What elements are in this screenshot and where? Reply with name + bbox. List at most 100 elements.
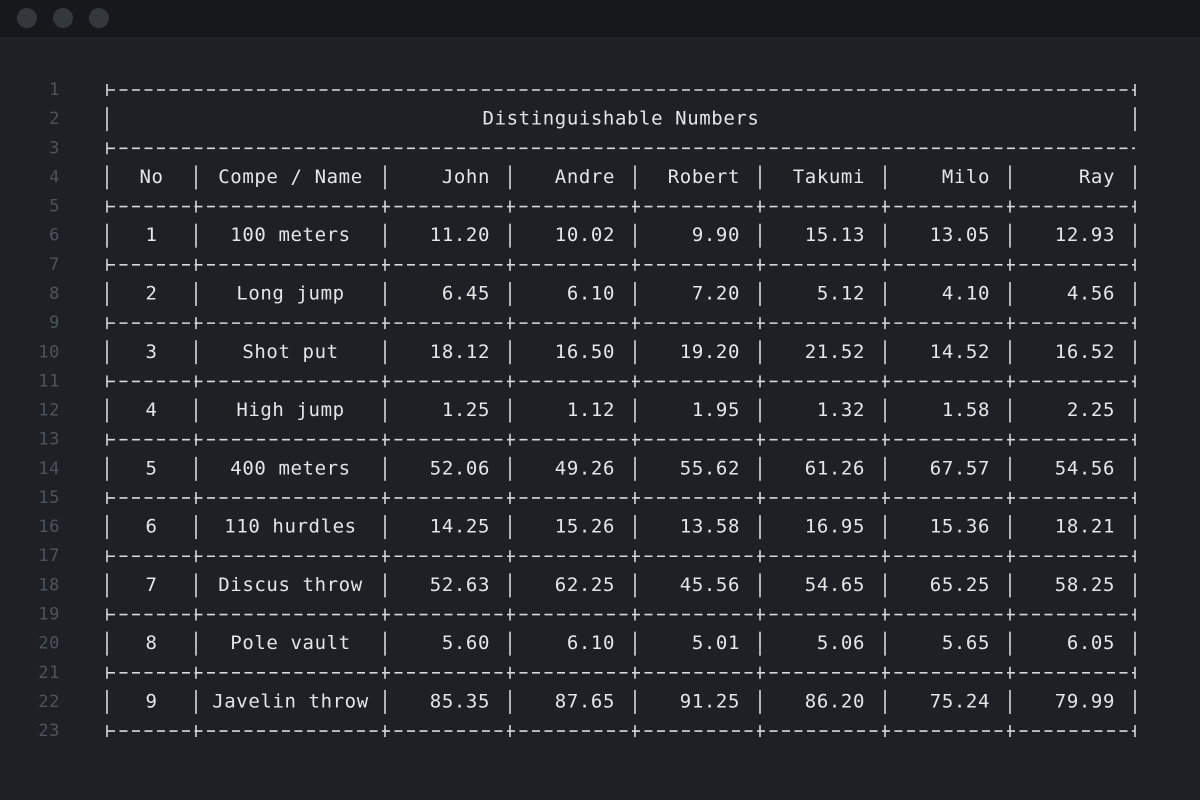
table-cell: 52.63: [430, 574, 490, 596]
table-cell: 6.10: [567, 282, 615, 304]
table-cell: 5.01: [692, 632, 740, 654]
table-cell: 7: [145, 574, 157, 596]
table-cell: 16.50: [555, 341, 615, 363]
column-header: John: [442, 166, 490, 188]
line-number: 2: [49, 109, 60, 129]
table-cell: 18.12: [430, 341, 490, 363]
table-cell: Shot put: [242, 341, 338, 363]
table-cell: 6.10: [567, 632, 615, 654]
table-cell: 1.32: [817, 399, 865, 421]
title-bar: [0, 0, 1200, 37]
column-header: Compe / Name: [218, 166, 362, 188]
table-cell: 6.45: [442, 282, 490, 304]
table-cell: 10.02: [555, 224, 615, 246]
line-number: 22: [38, 692, 60, 712]
table-cell: 100 meters: [230, 224, 350, 246]
table-cell: 49.26: [555, 457, 615, 479]
table-cell: 1: [145, 224, 157, 246]
column-header: Robert: [668, 166, 740, 188]
table-cell: Long jump: [236, 282, 344, 304]
table-cell: 55.62: [680, 457, 740, 479]
table-cell: 1.25: [442, 399, 490, 421]
table-cell: 13.05: [930, 224, 990, 246]
table-cell: 400 meters: [230, 457, 350, 479]
line-number: 23: [38, 721, 60, 741]
table-cell: 87.65: [555, 690, 615, 712]
window-maximize-button[interactable]: [89, 8, 109, 28]
table-title: Distinguishable Numbers: [483, 108, 760, 130]
table-cell: 1.12: [567, 399, 615, 421]
line-number: 7: [49, 255, 60, 275]
line-number: 19: [38, 605, 60, 625]
table-cell: 16.95: [805, 516, 865, 538]
table-cell: 61.26: [805, 457, 865, 479]
table-cell: 52.06: [430, 457, 490, 479]
line-number: 11: [38, 371, 60, 391]
table-cell: 75.24: [930, 690, 990, 712]
table-cell: 5.06: [817, 632, 865, 654]
table-cell: High jump: [236, 399, 344, 421]
line-number: 9: [49, 313, 60, 333]
column-header: Andre: [555, 166, 615, 188]
table-cell: 54.56: [1055, 457, 1115, 479]
table-cell: 110 hurdles: [224, 516, 356, 538]
table-cell: 58.25: [1055, 574, 1115, 596]
line-number: 6: [49, 226, 60, 246]
table-cell: 15.36: [930, 516, 990, 538]
line-number: 18: [38, 575, 60, 595]
line-number: 15: [38, 488, 60, 508]
table-cell: 21.52: [805, 341, 865, 363]
table-cell: 67.57: [930, 457, 990, 479]
table-cell: 62.25: [555, 574, 615, 596]
table-cell: 91.25: [680, 690, 740, 712]
line-number: 5: [49, 197, 60, 217]
table-cell: Discus throw: [218, 574, 362, 596]
table-cell: Javelin throw: [212, 690, 369, 712]
table-cell: 9.90: [692, 224, 740, 246]
table-cell: 86.20: [805, 690, 865, 712]
line-number: 3: [49, 138, 60, 158]
line-number: 12: [38, 401, 60, 421]
table-cell: 65.25: [930, 574, 990, 596]
line-number: 21: [38, 663, 60, 683]
line-number: 4: [49, 167, 60, 187]
table-cell: 85.35: [430, 690, 490, 712]
table-cell: 18.21: [1055, 516, 1115, 538]
table-cell: 1.58: [942, 399, 990, 421]
table-cell: 9: [145, 690, 157, 712]
table-cell: 5.12: [817, 282, 865, 304]
table-cell: 54.65: [805, 574, 865, 596]
table-cell: 14.25: [430, 516, 490, 538]
table-cell: 11.20: [430, 224, 490, 246]
window-minimize-button[interactable]: [53, 8, 73, 28]
table-cell: 15.13: [805, 224, 865, 246]
window-close-button[interactable]: [17, 8, 37, 28]
line-number: 8: [49, 284, 60, 304]
line-number: 16: [38, 517, 60, 537]
table-cell: 19.20: [680, 341, 740, 363]
table-cell: 1.95: [692, 399, 740, 421]
table-cell: 45.56: [680, 574, 740, 596]
table-cell: 8: [145, 632, 157, 654]
table-cell: 7.20: [692, 282, 740, 304]
line-number: 14: [38, 459, 60, 479]
table-cell: 5.60: [442, 632, 490, 654]
table-cell: 3: [145, 341, 157, 363]
table-cell: 14.52: [930, 341, 990, 363]
table-cell: 2.25: [1067, 399, 1115, 421]
line-number: 20: [38, 634, 60, 654]
column-header: No: [139, 166, 163, 188]
column-header: Takumi: [793, 166, 865, 188]
table-cell: 2: [145, 282, 157, 304]
table-cell: 15.26: [555, 516, 615, 538]
table-cell: 4.10: [942, 282, 990, 304]
line-number: 13: [38, 430, 60, 450]
table-cell: 4: [145, 399, 157, 421]
table-cell: 6: [145, 516, 157, 538]
table-cell: 5.65: [942, 632, 990, 654]
line-number: 1: [49, 80, 60, 100]
line-number: 10: [38, 342, 60, 362]
column-header: Ray: [1079, 166, 1115, 188]
